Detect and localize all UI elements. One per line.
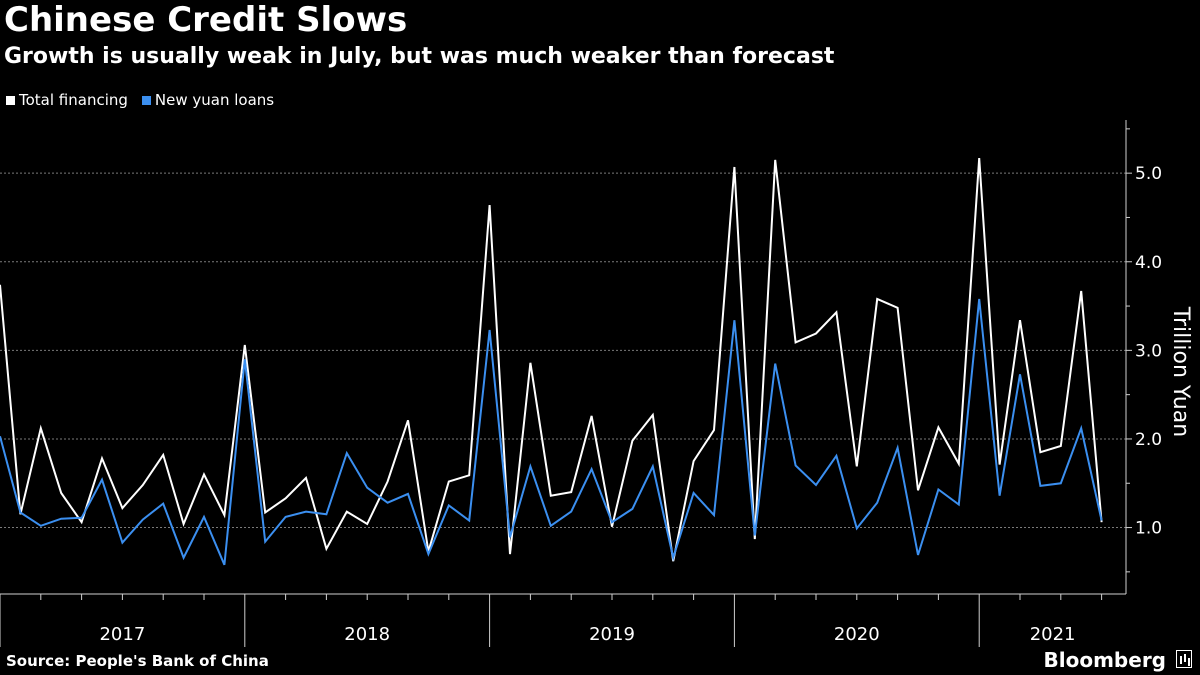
y-tick-label: 2.0 xyxy=(1135,430,1162,450)
y-tick-label: 4.0 xyxy=(1135,253,1162,273)
legend-swatch-new-yuan-loans xyxy=(141,95,151,105)
legend-item-new-yuan-loans: New yuan loans xyxy=(141,91,275,109)
x-year-label: 2018 xyxy=(344,624,390,645)
legend-label-total-financing: Total financing xyxy=(19,91,128,109)
chart-subtitle: Growth is usually weak in July, but was … xyxy=(4,44,835,69)
legend: Total financing New yuan loans xyxy=(6,91,274,109)
legend-item-total-financing: Total financing xyxy=(6,91,128,109)
source-note: Source: People's Bank of China xyxy=(6,652,269,670)
legend-label-new-yuan-loans: New yuan loans xyxy=(154,91,275,109)
y-tick-label: 3.0 xyxy=(1135,341,1162,361)
series-line-total-financing xyxy=(0,158,1103,562)
series-line-new-yuan-loans xyxy=(0,298,1103,566)
y-tick-label: 5.0 xyxy=(1135,164,1162,184)
x-year-label: 2017 xyxy=(99,624,145,645)
legend-swatch-total-financing xyxy=(6,95,15,105)
chart-title: Chinese Credit Slows xyxy=(4,0,408,40)
x-year-label: 2021 xyxy=(1030,624,1076,645)
x-year-label: 2019 xyxy=(589,624,635,645)
bloomberg-terminal-icon xyxy=(1176,650,1192,668)
y-axis-title: Trillion Yuan xyxy=(1168,306,1193,437)
y-tick-label: 1.0 xyxy=(1135,519,1162,539)
bloomberg-logo: Bloomberg xyxy=(1043,648,1166,672)
x-year-label: 2020 xyxy=(834,624,880,645)
